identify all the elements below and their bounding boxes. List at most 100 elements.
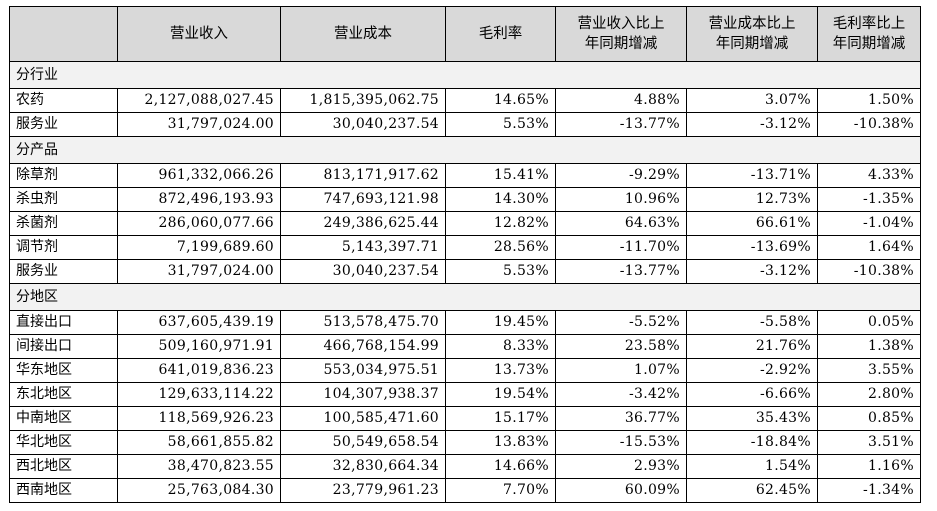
cost-cell: 100,585,471.60 bbox=[280, 406, 446, 431]
section-title: 分行业 bbox=[9, 61, 921, 89]
revenue-yoy-cell: 64.63% bbox=[555, 211, 687, 236]
cost-cell: 30,040,237.54 bbox=[280, 112, 446, 137]
margin-yoy-cell: 1.50% bbox=[817, 88, 921, 113]
cost-cell: 32,830,664.34 bbox=[280, 454, 446, 479]
revenue-yoy-cell: 36.77% bbox=[555, 406, 687, 431]
row-label: 西北地区 bbox=[9, 454, 118, 479]
table-row: 西北地区 38,470,823.55 32,830,664.34 14.66% 2.93… bbox=[9, 454, 921, 479]
table-row: 农药 2,127,088,027.45 1,815,395,062.75 14.65%… bbox=[9, 88, 921, 113]
revenue-yoy-cell: -13.77% bbox=[555, 259, 687, 284]
margin-yoy-cell: -1.35% bbox=[817, 187, 921, 212]
row-label: 除草剂 bbox=[9, 163, 118, 188]
cost-yoy-cell: 35.43% bbox=[686, 406, 818, 431]
row-label: 农药 bbox=[9, 88, 118, 113]
margin-yoy-cell: 2.80% bbox=[817, 382, 921, 407]
margin-yoy-cell: 1.16% bbox=[817, 454, 921, 479]
margin-yoy-cell: 1.64% bbox=[817, 235, 921, 260]
margin-cell: 8.33% bbox=[445, 334, 556, 359]
revenue-yoy-cell: -15.53% bbox=[555, 430, 687, 455]
section-title: 分地区 bbox=[9, 283, 921, 311]
revenue-cell: 31,797,024.00 bbox=[117, 112, 281, 137]
header-cost-yoy-line2: 年同期增减 bbox=[715, 36, 789, 52]
cost-yoy-cell: -13.71% bbox=[686, 163, 818, 188]
row-label: 服务业 bbox=[9, 259, 118, 284]
revenue-cost-table: 营业收入 营业成本 毛利率 营业收入比上 年同期增减 营业成本比上 年同期增减 … bbox=[9, 6, 921, 503]
revenue-cell: 2,127,088,027.45 bbox=[117, 88, 281, 113]
margin-cell: 12.82% bbox=[445, 211, 556, 236]
row-label: 华北地区 bbox=[9, 430, 118, 455]
section-title: 分产品 bbox=[9, 136, 921, 164]
cost-yoy-cell: 21.76% bbox=[686, 334, 818, 359]
margin-cell: 14.66% bbox=[445, 454, 556, 479]
revenue-yoy-cell: -3.42% bbox=[555, 382, 687, 407]
margin-cell: 15.41% bbox=[445, 163, 556, 188]
margin-yoy-cell: -10.38% bbox=[817, 259, 921, 284]
revenue-cell: 641,019,836.23 bbox=[117, 358, 281, 383]
margin-yoy-cell: 1.38% bbox=[817, 334, 921, 359]
header-margin-yoy-line1: 毛利率比上 bbox=[832, 16, 906, 32]
cost-cell: 30,040,237.54 bbox=[280, 259, 446, 284]
margin-yoy-cell: 3.55% bbox=[817, 358, 921, 383]
revenue-cell: 118,569,926.23 bbox=[117, 406, 281, 431]
cost-cell: 1,815,395,062.75 bbox=[280, 88, 446, 113]
row-label: 中南地区 bbox=[9, 406, 118, 431]
table-row: 东北地区 129,633,114.22 104,307,938.37 19.54% -3… bbox=[9, 382, 921, 407]
table-row: 杀虫剂 872,496,193.93 747,693,121.98 14.30% 10.… bbox=[9, 187, 921, 212]
cost-cell: 50,549,658.54 bbox=[280, 430, 446, 455]
header-cost: 营业成本 bbox=[280, 6, 446, 62]
margin-yoy-cell: 0.85% bbox=[817, 406, 921, 431]
cost-cell: 104,307,938.37 bbox=[280, 382, 446, 407]
cost-yoy-cell: -18.84% bbox=[686, 430, 818, 455]
header-revenue-yoy: 营业收入比上 年同期增减 bbox=[555, 6, 687, 62]
table-header-row: 营业收入 营业成本 毛利率 营业收入比上 年同期增减 营业成本比上 年同期增减 … bbox=[9, 6, 921, 62]
cost-yoy-cell: 12.73% bbox=[686, 187, 818, 212]
header-revenue: 营业收入 bbox=[117, 6, 281, 62]
revenue-yoy-cell: 1.07% bbox=[555, 358, 687, 383]
row-label: 间接出口 bbox=[9, 334, 118, 359]
margin-cell: 5.53% bbox=[445, 112, 556, 137]
table-row: 直接出口 637,605,439.19 513,578,475.70 19.45% -5… bbox=[9, 310, 921, 335]
table-row: 除草剂 961,332,066.26 813,171,917.62 15.41% -9.… bbox=[9, 163, 921, 188]
table-row: 间接出口 509,160,971.91 466,768,154.99 8.33% 23.… bbox=[9, 334, 921, 359]
margin-yoy-cell: -1.04% bbox=[817, 211, 921, 236]
margin-cell: 7.70% bbox=[445, 478, 556, 503]
cost-cell: 553,034,975.51 bbox=[280, 358, 446, 383]
table-body: 分行业 农药 2,127,088,027.45 1,815,395,062.75 14.… bbox=[9, 61, 921, 503]
margin-cell: 13.83% bbox=[445, 430, 556, 455]
revenue-cell: 872,496,193.93 bbox=[117, 187, 281, 212]
row-label: 华东地区 bbox=[9, 358, 118, 383]
cost-yoy-cell: -6.66% bbox=[686, 382, 818, 407]
margin-cell: 19.54% bbox=[445, 382, 556, 407]
header-margin-yoy: 毛利率比上 年同期增减 bbox=[817, 6, 921, 62]
revenue-yoy-cell: -11.70% bbox=[555, 235, 687, 260]
header-margin-yoy-line2: 年同期增减 bbox=[832, 36, 906, 52]
revenue-yoy-cell: 10.96% bbox=[555, 187, 687, 212]
revenue-yoy-cell: -9.29% bbox=[555, 163, 687, 188]
margin-cell: 14.30% bbox=[445, 187, 556, 212]
header-blank bbox=[9, 6, 118, 62]
revenue-cell: 7,199,689.60 bbox=[117, 235, 281, 260]
table-row: 中南地区 118,569,926.23 100,585,471.60 15.17% 36… bbox=[9, 406, 921, 431]
revenue-yoy-cell: 2.93% bbox=[555, 454, 687, 479]
table-row: 服务业 31,797,024.00 30,040,237.54 5.53% -13.77… bbox=[9, 112, 921, 137]
margin-cell: 13.73% bbox=[445, 358, 556, 383]
margin-yoy-cell: -10.38% bbox=[817, 112, 921, 137]
cost-yoy-cell: -2.92% bbox=[686, 358, 818, 383]
revenue-cell: 509,160,971.91 bbox=[117, 334, 281, 359]
header-cost-yoy: 营业成本比上 年同期增减 bbox=[686, 6, 818, 62]
table-row: 西南地区 25,763,084.30 23,779,961.23 7.70% 60.09… bbox=[9, 478, 921, 503]
revenue-yoy-cell: 23.58% bbox=[555, 334, 687, 359]
cost-yoy-cell: -13.69% bbox=[686, 235, 818, 260]
revenue-cell: 286,060,077.66 bbox=[117, 211, 281, 236]
table-row: 杀菌剂 286,060,077.66 249,386,625.44 12.82% 64.… bbox=[9, 211, 921, 236]
margin-yoy-cell: -1.34% bbox=[817, 478, 921, 503]
revenue-cell: 25,763,084.30 bbox=[117, 478, 281, 503]
table-row: 华东地区 641,019,836.23 553,034,975.51 13.73% 1.… bbox=[9, 358, 921, 383]
revenue-yoy-cell: -5.52% bbox=[555, 310, 687, 335]
margin-yoy-cell: 0.05% bbox=[817, 310, 921, 335]
cost-yoy-cell: -3.12% bbox=[686, 112, 818, 137]
row-label: 西南地区 bbox=[9, 478, 118, 503]
revenue-cell: 637,605,439.19 bbox=[117, 310, 281, 335]
cost-cell: 513,578,475.70 bbox=[280, 310, 446, 335]
header-revenue-yoy-line1: 营业收入比上 bbox=[577, 16, 665, 32]
